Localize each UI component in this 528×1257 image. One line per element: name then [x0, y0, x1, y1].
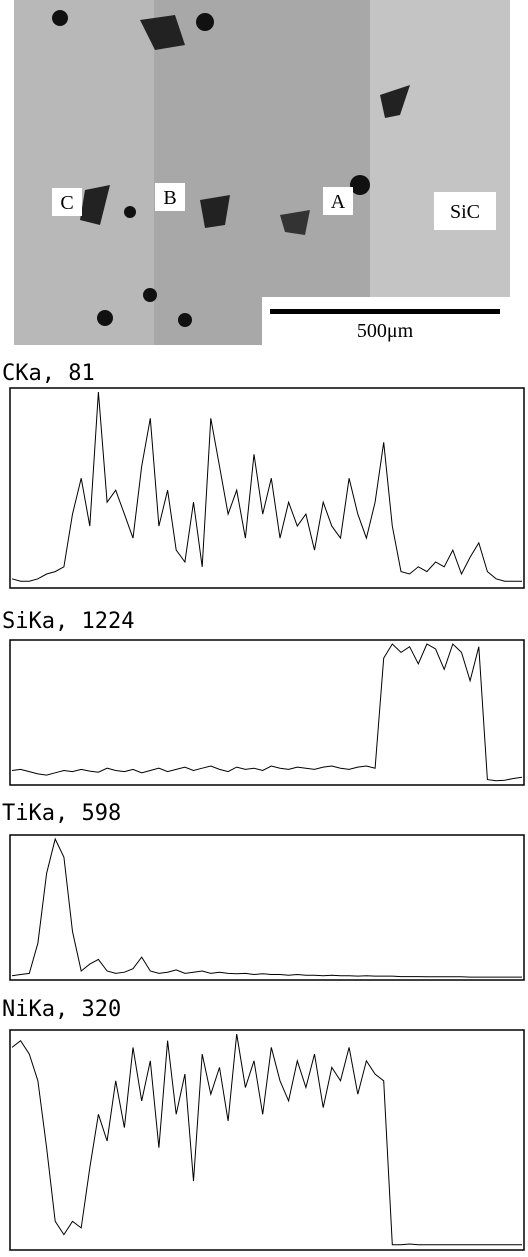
label-box	[155, 183, 185, 211]
scale-bar	[270, 309, 500, 314]
label-box	[52, 188, 82, 216]
phase-label: SiC	[450, 201, 480, 223]
plot-frame	[9, 639, 525, 786]
plot-frame	[9, 834, 525, 981]
micrograph: C B A SiC 500μm	[14, 0, 512, 345]
pore	[380, 85, 410, 118]
pore	[178, 313, 192, 327]
pore	[97, 310, 113, 326]
pore	[124, 206, 136, 218]
pore	[140, 15, 185, 50]
plot-frame	[9, 1029, 525, 1251]
region	[14, 0, 154, 345]
label-box	[434, 192, 496, 230]
line-series	[11, 643, 523, 782]
line-series	[11, 837, 522, 978]
plot-frame	[9, 387, 525, 589]
pore	[143, 288, 157, 302]
scale-label: 500μm	[357, 320, 414, 342]
chart-title: CKa, 81	[2, 361, 95, 386]
line-series	[11, 1033, 522, 1246]
pore	[280, 210, 310, 235]
chart-title: TiKa, 598	[2, 801, 121, 826]
pore	[52, 10, 68, 26]
point-label: C	[60, 192, 73, 214]
pore	[196, 13, 214, 31]
chart-title: NiKa, 320	[2, 997, 121, 1022]
sic-region	[370, 0, 510, 300]
point-label: A	[331, 191, 346, 213]
scale-box	[262, 297, 512, 345]
label-box	[323, 187, 353, 215]
line-series	[11, 391, 522, 582]
point-label: B	[163, 187, 176, 209]
pore	[80, 185, 110, 225]
pore	[200, 195, 230, 228]
chart-title: SiKa, 1224	[2, 609, 134, 634]
pore	[350, 175, 370, 195]
